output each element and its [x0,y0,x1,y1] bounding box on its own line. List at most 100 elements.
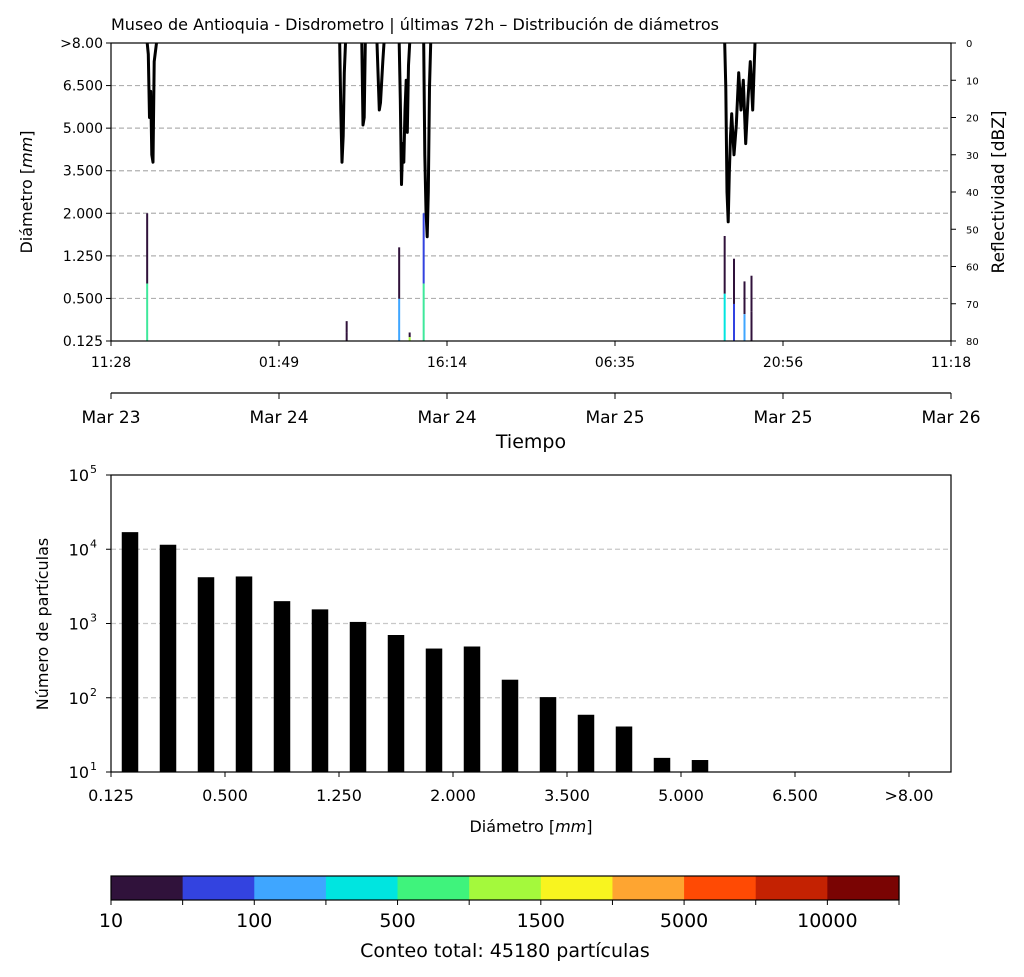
spectrum-column-lower [398,298,401,341]
spectrum-column-lower [723,293,726,341]
count-tick-label: 10 [69,615,89,634]
colorbar-tick-label: 10000 [797,910,857,932]
date-tick-label: Mar 23 [81,408,140,428]
spectrum-column-upper [146,213,149,284]
spectrum-column-upper [733,258,735,304]
histogram-bar [539,697,557,772]
histogram-diameter-ticks: 0.125 0.500 1.250 2.000 3.500 5.000 6.500 >8.00 [88,772,934,805]
spectrum-column-upper [750,275,753,312]
diameter-tick-label: 5.000 [63,121,103,137]
time-axis-label: Tiempo [495,431,566,453]
time-tick-label: 11:18 [931,355,971,371]
colorbar-cell [182,876,255,900]
histogram-bar [425,648,443,772]
histogram-bar [463,646,481,772]
count-tick-exponent: 2 [90,686,97,699]
reflectivity-tick-label: 20 [966,114,979,125]
spectrum-column-upper [408,332,411,338]
diameter-tick-label: 3.500 [63,164,103,180]
reflectivity-tick-label: 30 [966,151,979,162]
reflectivity-tick-label: 40 [966,188,979,199]
count-tick-label: 10 [69,689,89,708]
reflectivity-tick-label: 0 [966,39,972,50]
spectrum-column-lower [743,314,746,341]
histogram-diameter-tick-label: 0.125 [88,786,134,805]
diameter-tick-label: 0.125 [63,334,103,350]
histogram-bar [273,601,291,772]
colorbar-cell [469,876,542,900]
histogram-bar [159,544,177,772]
colorbar-cell [111,876,184,900]
distribution-panel: Museo de Antioquia - Disdrometro | últim… [17,15,1009,453]
count-tick-label: 10 [69,763,89,782]
date-tick-label: Mar 24 [249,408,308,428]
histogram-diameter-tick-label: >8.00 [884,786,933,805]
colorbar-cells [111,876,900,900]
colorbar-tick-label: 10 [99,910,123,932]
spectrum-column-upper [422,213,425,284]
diameter-tick-label: 6.500 [63,79,103,95]
reflectivity-line [723,42,757,224]
reflectivity-tick-label: 60 [966,263,979,274]
reflectivity-line [338,42,347,164]
reflectivity-line [397,42,412,186]
colorbar: 10 100 500 1500 5000 10000 Conteo total: 4518… [99,875,900,962]
count-tick-exponent: 3 [90,612,97,625]
spectrum-column-lower [146,283,149,341]
colorbar-cell [684,876,757,900]
date-ticks: Mar 23 Mar 24 Mar 24 Mar 25 Mar 25 Mar 26 [81,393,981,428]
reflectivity-ticks: 0 10 20 30 40 50 60 70 80 [951,39,979,348]
top-gridlines [111,84,951,300]
histogram-bar [501,679,519,772]
reflectivity-tick-label: 50 [966,225,979,236]
histogram-bar [235,576,253,772]
reflectivity-tick-label: 80 [966,337,979,348]
count-tick-exponent: 4 [90,537,97,550]
histogram-diameter-tick-label: 6.500 [772,786,818,805]
colorbar-cell [254,876,327,900]
count-tick-label: 10 [69,540,89,559]
colorbar-cell [397,876,470,900]
reflectivity-line [145,42,158,164]
spectrum-column-upper [723,235,726,294]
spectrum-column-upper [345,321,348,333]
date-tick-label: Mar 25 [753,408,812,428]
spectrum-column-lower [345,332,348,341]
colorbar-ticks: 10 100 500 1500 5000 10000 [99,900,900,932]
colorbar-tick-label: 500 [379,910,415,932]
count-tick-exponent: 1 [90,760,97,773]
diameter-tick-label: >8.00 [60,36,103,52]
time-tick-label: 06:35 [595,355,635,371]
histogram-bar [653,757,671,772]
count-axis-label: Número de partículas [33,538,52,711]
histogram-bar [121,532,139,772]
spectrum-column-lower [733,303,735,341]
colorbar-tick-label: 1500 [517,910,565,932]
colorbar-tick-label: 100 [236,910,272,932]
date-tick-label: Mar 24 [417,408,476,428]
date-tick-label: Mar 26 [921,408,980,428]
histogram-bar [691,760,709,772]
histogram-diameter-tick-label: 5.000 [658,786,704,805]
reflectivity-line [422,42,433,239]
diameter-tick-label: 1.250 [63,249,103,265]
time-tick-label: 01:49 [259,355,299,371]
time-ticks: 11:28 01:49 16:14 06:35 20:56 11:18 [91,341,971,371]
colorbar-frame [110,875,900,901]
date-tick-label: Mar 25 [585,408,644,428]
time-tick-label: 16:14 [427,355,467,371]
time-tick-label: 20:56 [763,355,803,371]
histogram-bar [577,714,595,772]
distribution-plot-frame [110,42,952,342]
diameter-ticks: 0.125 0.500 1.250 2.000 3.500 5.000 6.500 >8.00 [60,36,111,350]
distribution-title: Museo de Antioquia - Disdrometro | últim… [111,15,719,34]
diameter-axis-label: Diámetro [mm] [17,130,36,253]
reflectivity-line [375,42,386,112]
spectra-marks [146,213,753,341]
histogram-diameter-tick-label: 1.250 [316,786,362,805]
reflectivity-tick-label: 10 [966,76,979,87]
reflectivity-line [360,42,367,127]
